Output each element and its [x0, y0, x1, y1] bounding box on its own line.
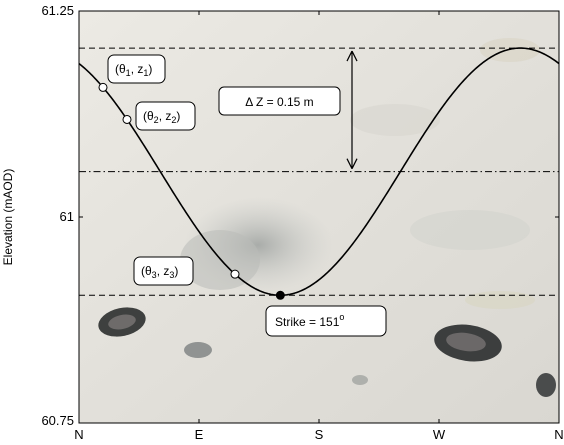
curve-point-strike [275, 290, 285, 300]
delta-z-arrow-head-bottom [346, 158, 358, 169]
fitted-sinusoid [78, 47, 560, 297]
curve-points [98, 82, 285, 300]
curve-point-p1 [98, 82, 108, 92]
delta-z-arrow [346, 50, 358, 169]
y-tick-label: 61 [60, 209, 74, 224]
y-tick-label: 61.25 [41, 3, 74, 18]
x-tick-label: E [195, 427, 204, 442]
rock-photo-background [79, 11, 559, 423]
svg-text:(θ2, z2): (θ2, z2) [143, 109, 180, 125]
svg-text:Δ Z = 0.15 m: Δ Z = 0.15 m [245, 95, 313, 109]
x-tick-label: N [554, 427, 563, 442]
svg-text:(θ1, z1): (θ1, z1) [115, 62, 152, 78]
x-tick-label: S [315, 427, 324, 442]
svg-text:Strike = 151o: Strike = 151o [275, 312, 344, 329]
x-tick-label: N [74, 427, 83, 442]
point-label-2: (θ2, z2) [135, 101, 196, 131]
reference-lines [79, 47, 559, 296]
delta-z-label: Δ Z = 0.15 m [218, 86, 341, 116]
curve-point-p3 [230, 269, 240, 279]
strike-label: Strike = 151o [265, 305, 387, 337]
point-label-3: (θ3, z3) [133, 256, 194, 286]
curve-point-p2 [122, 114, 132, 124]
y-axis-title: Elevation (mAOD) [1, 169, 15, 266]
point-label-1: (θ1, z1) [107, 54, 166, 84]
svg-text:(θ3, z3): (θ3, z3) [141, 264, 178, 280]
y-tick-label: 60.75 [41, 413, 74, 428]
delta-z-arrow-head-top [346, 50, 358, 62]
x-tick-label: W [433, 427, 446, 442]
y-axis-ticks: 60.75 61 61.25 [41, 3, 559, 428]
